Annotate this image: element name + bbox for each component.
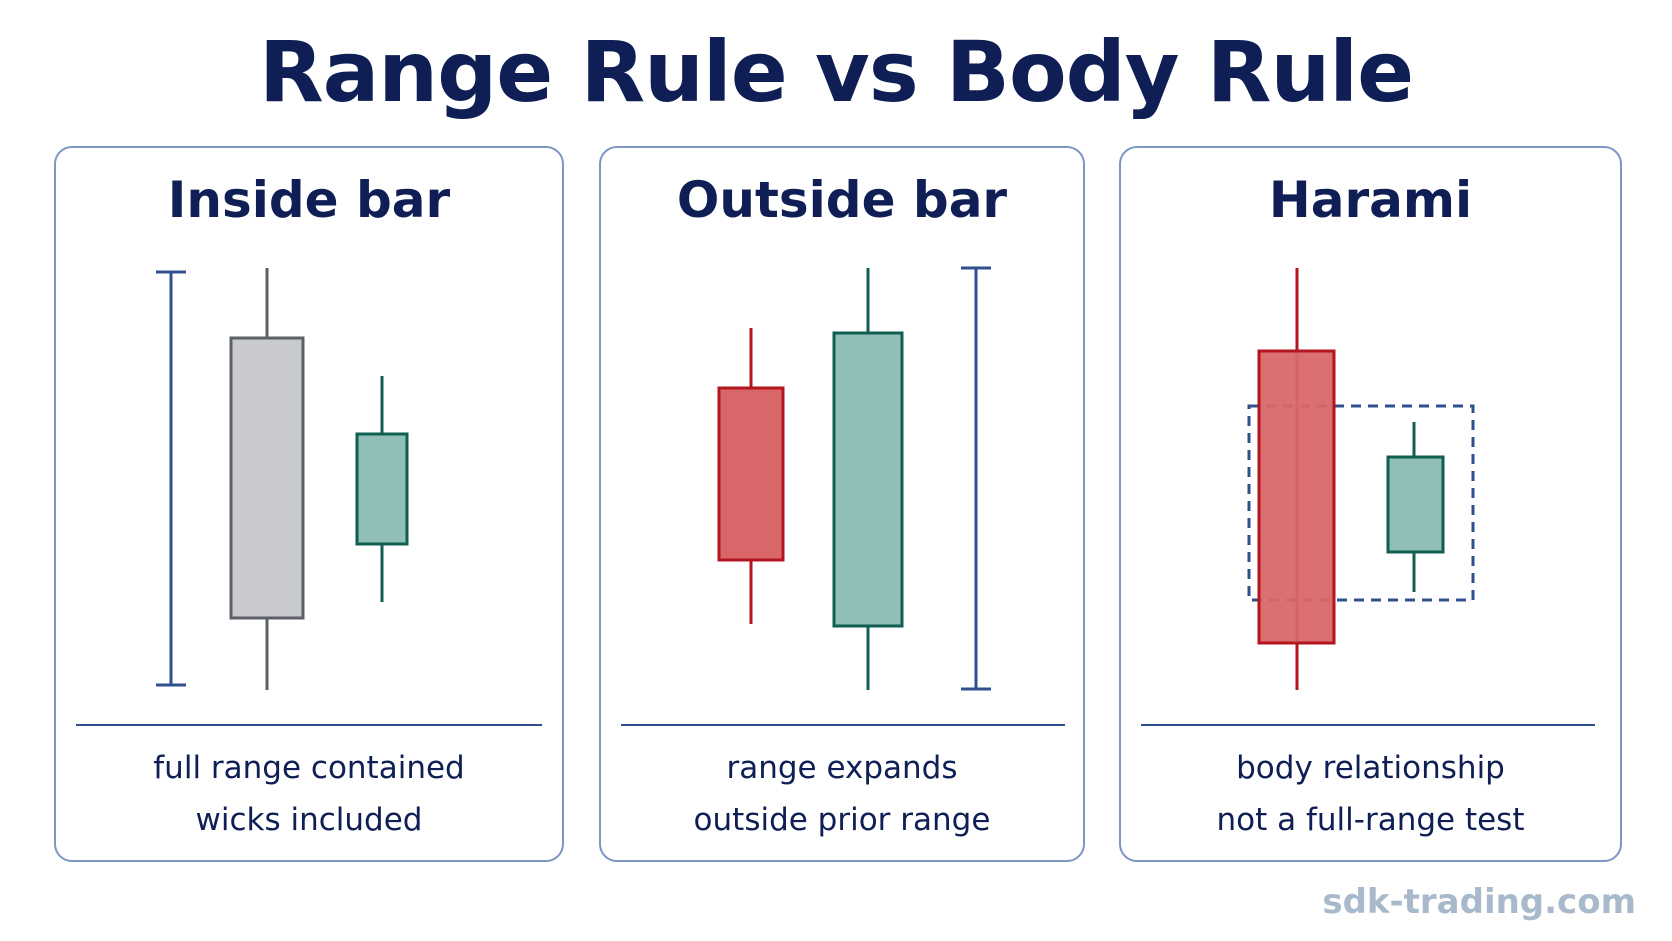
harami-diagram: [1247, 268, 1475, 690]
caption-line-2: outside prior range: [693, 802, 991, 838]
panel-title: Outside bar: [676, 171, 1008, 229]
range-marker: [961, 266, 991, 691]
panel-inside-bar: Inside bar full range contained wicks in…: [54, 146, 564, 862]
watermark: sdk-trading.com: [1322, 882, 1636, 922]
panel-harami: Harami body relationship not a full-rang…: [1119, 146, 1622, 862]
panel-outside-bar: Outside bar range expands outside prior …: [599, 146, 1085, 862]
inside-candle: [355, 376, 409, 602]
harami-candle: [1386, 422, 1445, 592]
divider: [76, 724, 542, 726]
outside-bar-diagram: [717, 266, 991, 691]
mother-candle: [229, 268, 305, 690]
range-marker: [156, 270, 186, 687]
caption-line-1: body relationship: [1236, 750, 1505, 786]
inside-bar-diagram: [156, 268, 409, 690]
caption-line-1: range expands: [726, 750, 958, 786]
caption-line-2: wicks included: [195, 802, 423, 838]
outside-candle: [832, 268, 904, 690]
divider: [621, 724, 1065, 726]
divider: [1141, 724, 1595, 726]
caption-line-2: not a full-range test: [1216, 802, 1525, 838]
panel-title: Inside bar: [167, 171, 451, 229]
caption-line-1: full range contained: [153, 750, 465, 786]
page-title: Range Rule vs Body Rule: [258, 23, 1414, 121]
prior-candle: [717, 328, 785, 624]
body-range-box: [1247, 404, 1475, 602]
panel-title: Harami: [1268, 171, 1473, 229]
mother-candle: [1257, 268, 1336, 690]
